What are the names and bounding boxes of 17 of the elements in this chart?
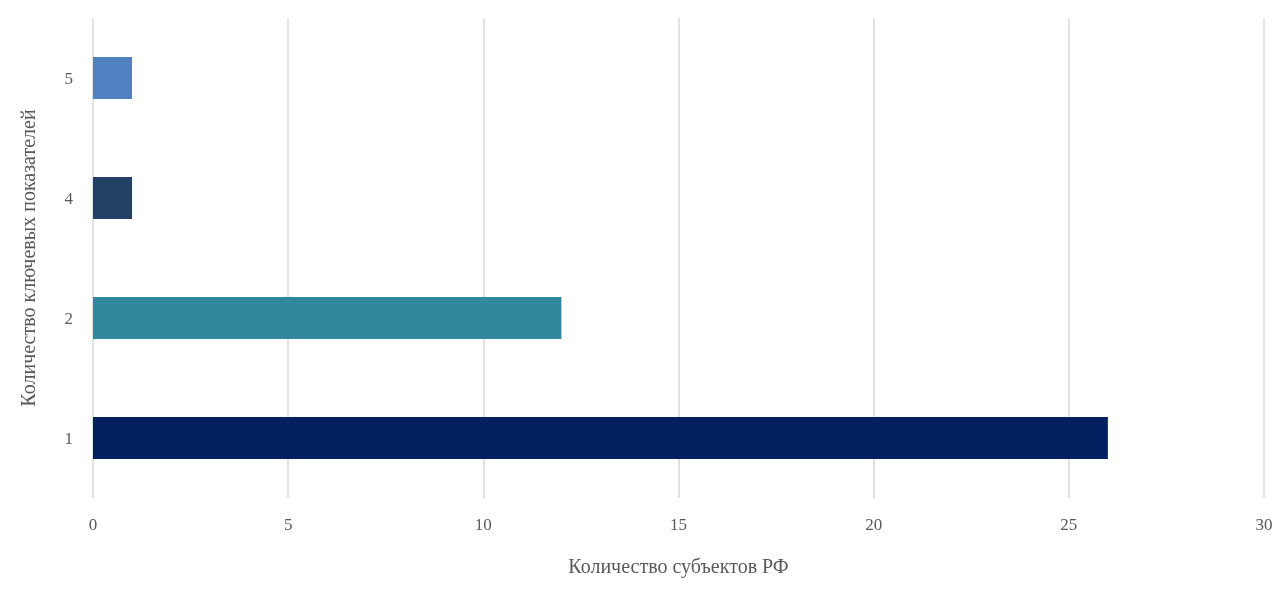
y-tick-label: 5 — [64, 68, 73, 88]
y-tick-label: 1 — [64, 428, 73, 448]
x-tick-label: 15 — [670, 515, 687, 534]
bar — [93, 57, 133, 99]
x-tick-label: 25 — [1060, 515, 1078, 534]
y-tick-label: 2 — [64, 308, 73, 328]
x-tick-label: 30 — [1255, 515, 1273, 534]
bar — [93, 177, 133, 219]
x-axis-title: Количество субъектов РФ — [568, 555, 789, 578]
x-tick-label: 0 — [88, 515, 98, 534]
x-tick-label: 5 — [283, 515, 293, 534]
bar — [93, 297, 562, 339]
y-tick-label: 4 — [64, 188, 74, 208]
y-axis-title: Количество ключевых показателей — [17, 109, 39, 407]
x-tick-label: 10 — [474, 515, 492, 534]
x-tick-label: 20 — [865, 515, 883, 534]
bar — [93, 417, 1108, 459]
